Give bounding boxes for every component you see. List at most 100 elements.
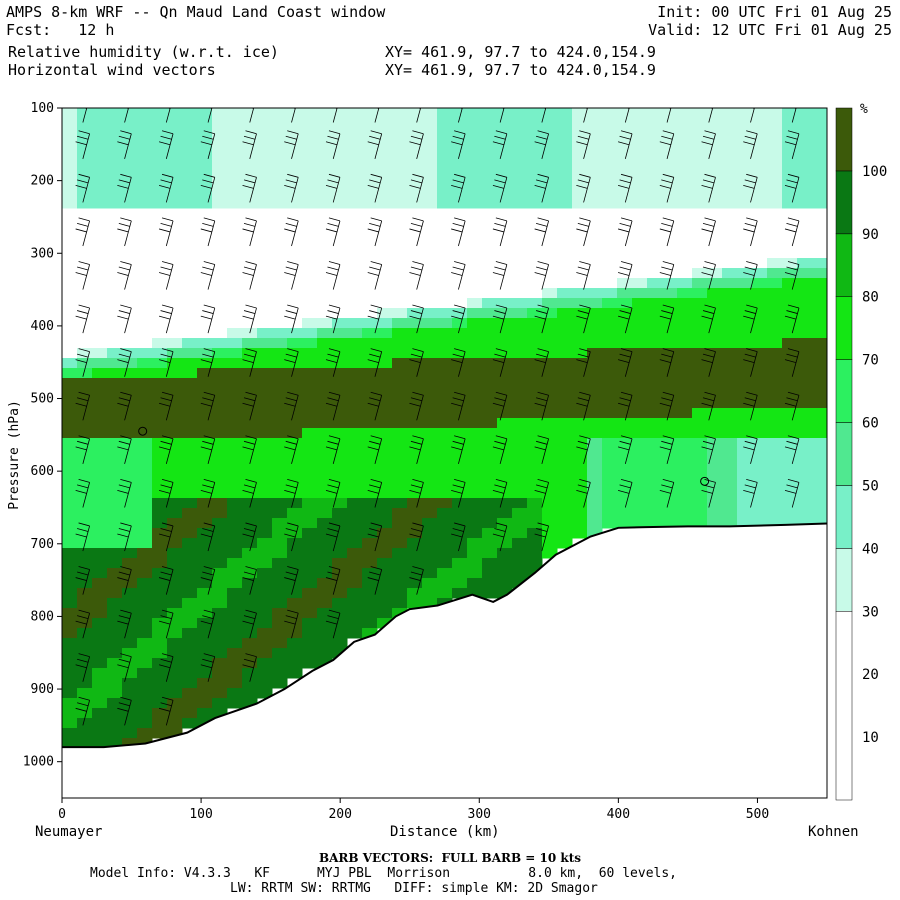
humidity-cell <box>137 618 153 629</box>
humidity-cell <box>692 138 708 149</box>
wind-barb-feather <box>328 173 341 178</box>
humidity-cell <box>137 558 153 569</box>
humidity-cell <box>812 438 827 449</box>
humidity-cell <box>242 488 258 499</box>
humidity-cell <box>782 158 798 169</box>
wind-barb-feather <box>118 397 130 402</box>
humidity-cell <box>257 408 273 419</box>
humidity-cell <box>137 528 153 539</box>
wind-barb-feather <box>744 440 756 445</box>
humidity-cell <box>587 398 603 409</box>
wind-barb-feather <box>200 533 212 538</box>
humidity-cell <box>107 118 123 129</box>
humidity-cell <box>77 368 93 379</box>
humidity-cell <box>62 558 78 569</box>
humidity-cell <box>422 198 438 209</box>
humidity-cell <box>422 358 438 369</box>
humidity-cell <box>332 398 348 409</box>
humidity-cell <box>92 618 108 629</box>
humidity-cell <box>107 718 123 729</box>
humidity-cell <box>62 508 78 519</box>
humidity-cell <box>812 158 827 169</box>
wind-barb-feather <box>158 184 171 189</box>
wind-barb-shaft <box>291 307 299 334</box>
wind-barb-shaft <box>499 264 508 290</box>
wind-barb-shaft <box>124 700 132 726</box>
wind-barb-feather <box>325 184 338 189</box>
wind-barb-shaft <box>416 395 424 421</box>
wind-barb-feather <box>245 348 257 353</box>
colorbar-tick-label: 10 <box>862 730 879 746</box>
humidity-cell <box>497 568 513 579</box>
humidity-cell <box>737 338 753 349</box>
wind-barb-shaft <box>124 307 132 334</box>
humidity-cell <box>677 498 693 509</box>
humidity-cell <box>347 588 363 599</box>
humidity-cell <box>257 388 273 399</box>
wind-barb-shaft <box>791 351 800 377</box>
wind-barb-shaft <box>249 438 257 464</box>
humidity-cell <box>152 668 168 679</box>
humidity-cell <box>392 548 408 559</box>
wind-barb-feather <box>661 100 672 103</box>
humidity-cell <box>722 348 738 359</box>
wind-barb-feather <box>704 130 716 135</box>
humidity-cell <box>347 318 363 329</box>
humidity-cell <box>332 598 348 609</box>
y-tick-label: 200 <box>31 174 54 189</box>
humidity-cell <box>542 538 558 549</box>
humidity-cell <box>242 118 258 129</box>
humidity-cell <box>647 328 663 339</box>
humidity-cell <box>782 408 798 419</box>
wind-barb-feather <box>117 141 129 146</box>
humidity-cell <box>377 528 393 539</box>
wind-barb-feather <box>746 217 758 222</box>
wind-barb-feather <box>284 490 296 494</box>
wind-barb-feather <box>537 348 549 353</box>
humidity-cell <box>437 478 453 489</box>
humidity-cell <box>182 378 198 389</box>
humidity-cell <box>332 538 348 549</box>
humidity-cell <box>752 498 768 509</box>
humidity-cell <box>632 458 648 469</box>
wind-barb-shaft <box>207 395 216 421</box>
humidity-cell <box>692 378 708 389</box>
wind-barb-shaft <box>124 395 132 421</box>
humidity-cell <box>137 418 153 429</box>
humidity-cell <box>452 568 468 579</box>
humidity-cell <box>107 438 123 449</box>
humidity-cell <box>167 478 183 489</box>
humidity-cell <box>452 308 468 319</box>
wind-barb-shaft <box>332 264 341 290</box>
humidity-cell <box>722 388 738 399</box>
humidity-cell <box>242 638 258 649</box>
humidity-cell <box>752 388 768 399</box>
humidity-cell <box>482 428 498 439</box>
wind-barb-shaft <box>791 133 800 159</box>
wind-barb-shaft <box>291 569 299 595</box>
wind-barb-feather <box>787 130 800 135</box>
wind-barb-feather <box>328 130 341 135</box>
humidity-cell <box>272 518 288 529</box>
humidity-cell <box>482 108 498 119</box>
humidity-cell <box>332 138 348 149</box>
humidity-cell <box>557 418 573 429</box>
humidity-cell <box>467 118 483 129</box>
humidity-cell <box>77 598 93 609</box>
humidity-cell <box>77 348 93 359</box>
wind-barb-feather <box>743 141 755 146</box>
humidity-cell <box>707 458 723 469</box>
humidity-cell <box>212 148 228 159</box>
humidity-cell <box>107 668 123 679</box>
humidity-cell <box>647 508 663 519</box>
humidity-cell <box>692 368 708 379</box>
wind-barb-feather <box>117 272 129 276</box>
humidity-cell <box>677 128 693 139</box>
wind-barb-shaft <box>458 133 466 159</box>
wind-barb-feather <box>784 490 797 494</box>
humidity-cell <box>752 448 768 459</box>
humidity-cell <box>197 348 213 359</box>
wind-barb-shaft <box>624 438 633 464</box>
wind-barb-feather <box>243 310 256 314</box>
wind-barb-feather <box>577 397 589 402</box>
